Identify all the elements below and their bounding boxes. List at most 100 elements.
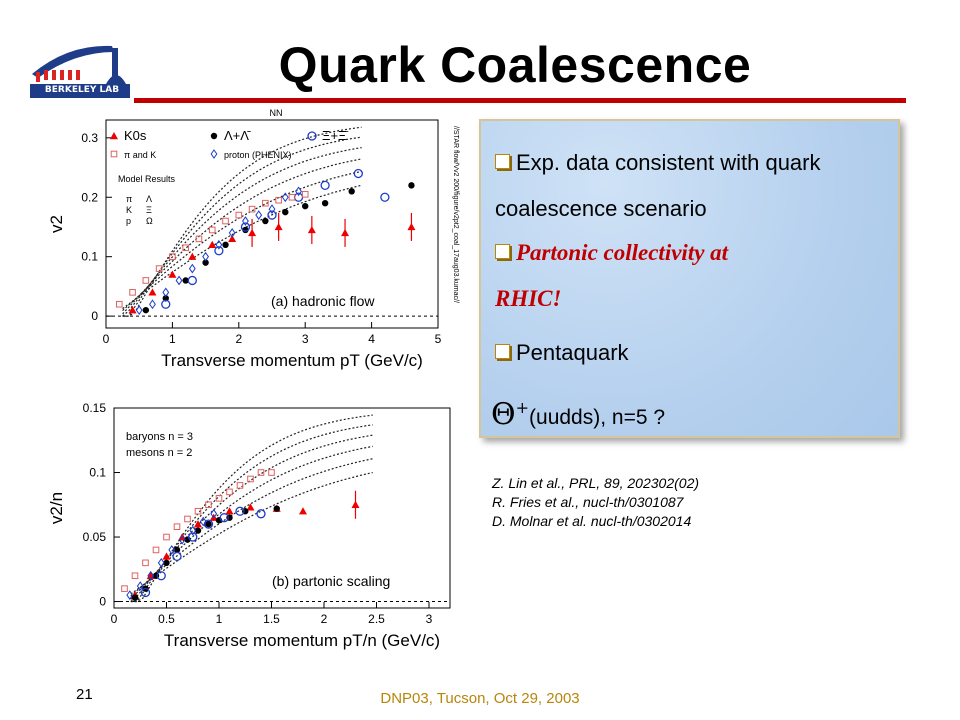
data-point <box>242 216 249 226</box>
data-point <box>182 277 189 284</box>
data-point <box>247 475 254 483</box>
data-point <box>274 222 283 231</box>
theta-plus-line: Θ+(uudds), n=5 ? <box>491 397 665 432</box>
x-tick-label: 1 <box>216 612 223 626</box>
data-point <box>273 505 280 512</box>
data-point <box>189 525 197 536</box>
x-tick-label: 0 <box>103 332 110 346</box>
top-cut-label: NN <box>270 108 283 118</box>
bullet-partonic-text: Partonic collectivity at <box>516 240 729 265</box>
data-point <box>136 581 144 591</box>
plot-hadronic-flow: 0 1 2 3 4 5 0 0.1 0.2 0.3 Transverse momentum pT (… <box>46 106 466 388</box>
data-point <box>228 234 237 243</box>
model-curve <box>130 414 373 603</box>
model-curve <box>130 458 373 597</box>
data-point <box>182 244 189 252</box>
bullet-partonic-cont: RHIC! <box>495 286 562 311</box>
data-point <box>268 469 275 476</box>
data-point <box>140 587 151 598</box>
references: Z. Lin et al., PRL, 89, 202302(02) R. Fr… <box>492 474 699 531</box>
x-tick-label: 3 <box>426 612 433 626</box>
model-species-label: Ω <box>146 216 153 226</box>
bullet-partonic: Partonic collectivity at <box>495 239 728 267</box>
checkbox-bullet-icon <box>495 244 510 259</box>
bullet-exp-data-text: Exp. data consistent with quark <box>516 150 821 175</box>
data-point <box>142 277 150 284</box>
data-point <box>173 523 181 531</box>
y-tick-label: 0.1 <box>81 250 98 264</box>
y-tick-label: 0.15 <box>83 401 107 415</box>
x-tick-label: 2 <box>321 612 328 626</box>
data-point <box>246 503 255 511</box>
legend-baryons: baryons n = 3 <box>126 431 193 443</box>
data-point <box>295 186 302 197</box>
data-point <box>163 533 170 541</box>
data-point <box>162 287 170 298</box>
y-tick-label: 0.3 <box>81 131 98 145</box>
model-curve <box>122 147 362 317</box>
data-point <box>408 182 415 189</box>
data-point <box>194 520 202 528</box>
data-point <box>262 199 269 207</box>
theta-symbol: Θ <box>491 397 516 432</box>
data-point <box>168 270 177 278</box>
data-point <box>135 305 143 316</box>
plot-partonic-scaling: 0 0.5 1 1.5 2 2.5 3 0 0.05 0.1 0.15 Transverse mome… <box>46 396 466 672</box>
data-point <box>169 253 176 260</box>
data-point <box>155 265 163 272</box>
theta-superscript: + <box>515 398 530 417</box>
data-point <box>161 299 171 309</box>
data-point <box>149 299 156 310</box>
bullet-pentaquark-text: Pentaquark <box>516 340 629 365</box>
bullet-pentaquark: Pentaquark <box>495 339 629 367</box>
data-point <box>222 241 229 248</box>
model-results-label: Model Results <box>118 174 176 184</box>
reference-item: R. Fries et al., nucl-th/0301087 <box>492 494 684 510</box>
data-point <box>228 228 236 238</box>
data-point <box>407 222 416 231</box>
legend-label: π and K <box>124 150 156 160</box>
x-tick-label: 1 <box>169 332 176 346</box>
data-point <box>257 469 265 476</box>
data-point <box>214 246 224 256</box>
data-point <box>184 515 191 523</box>
panel-title: (b) partonic scaling <box>272 573 390 589</box>
data-point <box>156 571 166 581</box>
data-point <box>188 252 197 260</box>
data-point <box>222 217 229 225</box>
legend-marker <box>210 132 218 140</box>
data-point <box>126 590 134 600</box>
model-species-label: Ξ <box>146 205 152 215</box>
data-point <box>235 211 243 219</box>
partonic-scaling-chart: 0 0.5 1 1.5 2 2.5 3 0 0.05 0.1 0.15 Transverse mome… <box>47 401 451 650</box>
data-point <box>226 488 233 496</box>
title-underline <box>134 98 906 103</box>
data-point <box>128 306 137 314</box>
x-tick-label: 0 <box>111 612 118 626</box>
plot-frame <box>113 407 451 609</box>
data-point <box>267 210 277 220</box>
data-point <box>162 552 171 560</box>
reference-item: Z. Lin et al., PRL, 89, 202302(02) <box>492 475 700 491</box>
data-point <box>301 190 309 198</box>
berkeley-lab-logo: BERKELEY LAB <box>28 38 138 110</box>
x-tick-label: 1.5 <box>263 612 280 626</box>
model-curve <box>122 136 362 317</box>
legend-marker <box>210 149 218 159</box>
bullet-exp-data-cont: coalescence scenario <box>495 196 707 221</box>
data-point <box>256 509 266 519</box>
y-tick-label: 0.1 <box>89 466 106 480</box>
checkbox-bullet-icon <box>495 344 510 359</box>
data-point <box>202 251 210 262</box>
footer-conference: DNP03, Tucson, Oct 29, 2003 <box>380 690 580 707</box>
data-point <box>321 200 329 207</box>
data-point <box>173 546 181 554</box>
model-curve <box>130 434 373 602</box>
data-point <box>121 585 128 592</box>
y-axis-label: v2/n <box>47 492 66 524</box>
data-point <box>240 222 251 232</box>
data-point <box>148 288 157 296</box>
data-point <box>302 202 309 210</box>
legend-marker <box>110 150 118 158</box>
data-point <box>288 193 296 201</box>
